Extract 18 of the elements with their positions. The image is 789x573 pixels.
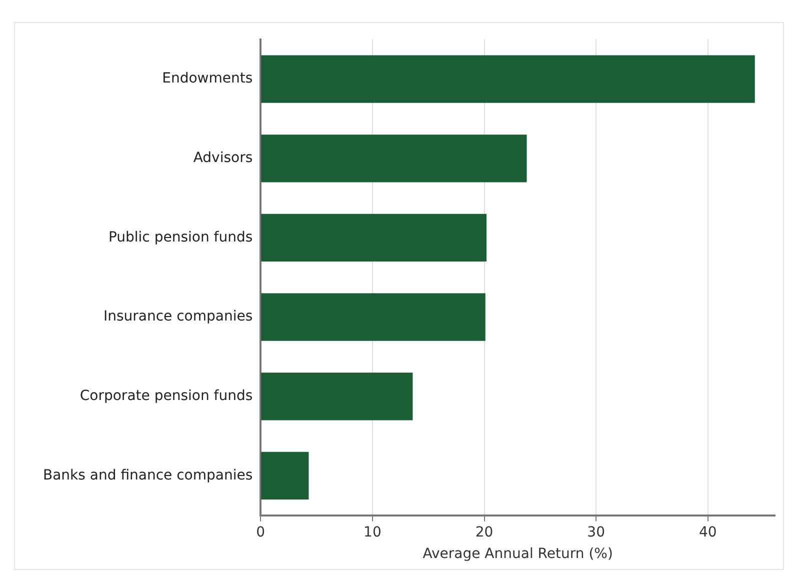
x-tick-label: 30	[587, 524, 606, 540]
x-tick-label: 10	[364, 524, 382, 540]
bar	[261, 293, 486, 341]
bar	[261, 372, 413, 420]
bar	[261, 214, 487, 262]
bar	[261, 134, 527, 182]
y-tick-label: Insurance companies	[103, 308, 253, 325]
y-tick-label: Corporate pension funds	[80, 388, 253, 404]
bar	[261, 452, 309, 500]
y-tick-label: Endowments	[162, 70, 253, 87]
bar	[261, 55, 755, 103]
x-axis-title: Average Annual Return (%)	[422, 546, 613, 562]
y-tick-label: Advisors	[193, 150, 253, 166]
x-tick-label: 0	[256, 524, 266, 540]
x-tick-label: 40	[698, 524, 717, 540]
x-tick-label: 20	[475, 524, 494, 540]
y-tick-label: Public pension funds	[108, 229, 253, 246]
y-tick-label: Banks and finance companies	[42, 467, 253, 484]
